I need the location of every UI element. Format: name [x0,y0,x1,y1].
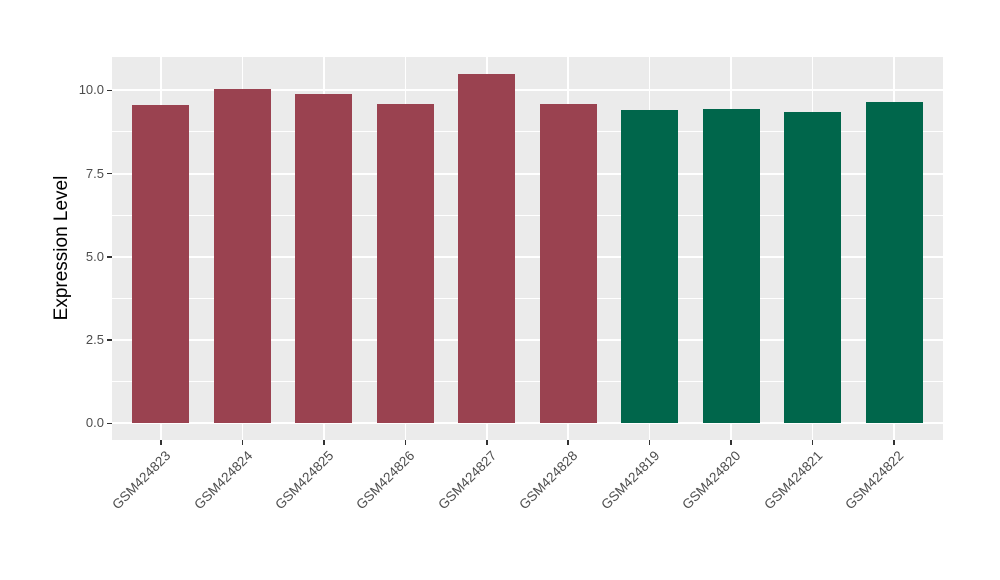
bar-GSM424827 [458,73,516,424]
x-tick-mark [893,440,895,445]
y-tick-label: 7.5 [85,165,104,181]
bar-GSM424828 [539,103,597,424]
x-tick-mark [323,440,325,445]
y-tick-mark [107,172,112,175]
y-tick-mark [107,89,112,92]
bar-GSM424826 [376,103,434,424]
major-gridline [112,89,943,92]
major-gridline [112,422,943,425]
x-tick-mark [486,440,488,445]
major-gridline [112,172,943,175]
minor-gridline [112,297,943,299]
major-gridline [112,255,943,258]
x-tick-label-GSM424828: GSM424828 [516,448,581,513]
bar-GSM424822 [865,101,923,424]
y-tick-label: 5.0 [85,248,104,264]
y-tick-label: 10.0 [78,82,104,98]
bar-GSM424820 [702,108,760,424]
y-tick-mark [107,256,112,258]
x-tick-label-GSM424820: GSM424820 [679,448,744,513]
minor-gridline [112,381,943,383]
bar-GSM424825 [295,93,353,424]
y-tick-mark [107,339,112,341]
x-tick-mark [404,440,407,445]
x-tick-mark [160,440,162,445]
x-tick-label-GSM424822: GSM424822 [842,448,907,513]
minor-gridline [112,214,943,216]
x-tick-label-GSM424823: GSM424823 [109,448,174,513]
x-tick-label-GSM424826: GSM424826 [353,448,418,513]
y-tick-label: 0.0 [85,415,104,431]
x-tick-label-GSM424825: GSM424825 [272,448,337,513]
bar-GSM424823 [132,105,190,424]
y-axis-title: Expression Level [51,175,72,321]
plot-panel [112,57,943,440]
x-tick-mark [567,440,569,445]
x-tick-mark [811,440,814,445]
x-tick-label-GSM424824: GSM424824 [190,448,255,513]
x-tick-label-GSM424827: GSM424827 [435,448,500,513]
minor-gridline [112,131,943,133]
major-gridline [112,339,943,342]
x-tick-mark [648,440,651,445]
x-tick-mark [730,440,732,445]
bar-GSM424819 [621,110,679,424]
x-tick-label-GSM424819: GSM424819 [598,448,663,513]
bar-GSM424821 [784,111,842,424]
x-tick-label-GSM424821: GSM424821 [761,448,826,513]
bar-GSM424824 [213,88,271,424]
y-tick-label: 2.5 [85,332,104,348]
x-tick-mark [241,440,244,445]
y-tick-mark [107,422,112,425]
